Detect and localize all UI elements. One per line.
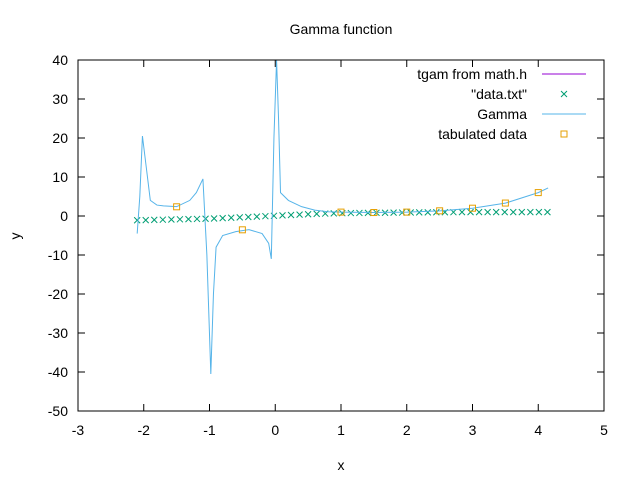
legend-entry: tabulated data	[438, 126, 568, 142]
data-point-x	[475, 208, 483, 216]
y-tick-label: 10	[52, 169, 68, 185]
data-point-x	[262, 212, 269, 220]
data-series	[133, 59, 551, 374]
legend-label: tgam from math.h	[417, 66, 527, 82]
x-tick-label: -1	[203, 422, 216, 438]
tabulated-point	[501, 199, 509, 207]
x-tick-label: 3	[469, 422, 477, 438]
data-point-x	[168, 216, 175, 223]
data-point-x	[492, 208, 500, 216]
data-point-x	[193, 215, 201, 223]
data-point-x	[501, 208, 509, 216]
data-point-x	[287, 211, 295, 219]
data-point-x	[509, 208, 517, 216]
y-tick-label: 20	[52, 130, 68, 146]
chart-title: Gamma function	[290, 21, 393, 37]
data-point-x	[518, 208, 526, 216]
y-tick-label: 40	[52, 52, 68, 68]
data-point-x	[176, 215, 184, 223]
data-point-x	[279, 212, 286, 219]
data-point-x	[415, 209, 423, 216]
data-point-x	[244, 213, 252, 221]
tabulated-point	[238, 226, 246, 234]
data-point-x	[347, 209, 355, 217]
gamma-line	[136, 59, 549, 374]
data-point-x	[313, 210, 321, 218]
x-tick-label: 5	[600, 422, 608, 438]
x-tick-label: 1	[337, 422, 345, 438]
y-tick-label: 0	[60, 208, 68, 224]
data-point-x	[227, 214, 235, 222]
y-tick-label: -50	[48, 403, 68, 419]
data-point-x	[356, 209, 363, 217]
data-point-x	[424, 208, 432, 216]
data-point-x	[458, 208, 466, 216]
data-point-x	[185, 215, 192, 223]
data-point-x	[535, 208, 543, 216]
data-point-x	[253, 213, 261, 220]
legend-entry: Gamma	[477, 106, 586, 122]
y-tick-label: -30	[48, 325, 68, 341]
data-point-x	[484, 208, 491, 216]
data-point-x	[407, 209, 415, 216]
legend-square-swatch	[560, 130, 568, 138]
series-1	[133, 208, 551, 224]
data-point-x	[527, 208, 534, 216]
legend-label: Gamma	[477, 106, 527, 122]
legend: tgam from math.h "data.txt" Gamma tabulated…	[417, 66, 586, 142]
series-3	[173, 189, 542, 234]
data-point-x	[219, 214, 227, 222]
x-tick-label: 4	[534, 422, 542, 438]
x-tick-label: 0	[271, 422, 279, 438]
tabulated-point	[403, 208, 411, 216]
tabulated-point	[534, 189, 542, 197]
tabulated-point	[436, 207, 444, 215]
data-point-x	[150, 216, 158, 224]
data-point-x	[159, 216, 167, 224]
data-point-x	[330, 209, 338, 217]
y-tick-label: 30	[52, 91, 68, 107]
x-tick-label: 2	[403, 422, 411, 438]
x-tick-label: -3	[72, 422, 85, 438]
x-axis-label: x	[338, 457, 345, 473]
data-point-x	[296, 211, 303, 218]
tabulated-point	[337, 208, 345, 216]
y-axis-label: y	[7, 233, 23, 240]
y-tick-label: -20	[48, 286, 68, 302]
legend-entry: "data.txt"	[471, 86, 568, 102]
y-tick-label: -40	[48, 364, 68, 380]
data-point-x	[236, 214, 244, 221]
tabulated-point	[469, 204, 476, 212]
data-point-x	[142, 216, 150, 224]
data-point-x	[210, 215, 218, 222]
data-point-x	[544, 208, 551, 216]
legend-x-swatch	[560, 90, 568, 98]
y-tick-label: -10	[48, 247, 68, 263]
data-point-x	[467, 208, 474, 216]
legend-entry: tgam from math.h	[417, 66, 586, 82]
data-point-x	[202, 215, 209, 223]
data-point-x	[133, 216, 141, 224]
tabulated-point	[370, 209, 378, 217]
tabulated-point	[173, 203, 181, 211]
legend-label: "data.txt"	[471, 86, 527, 102]
series-2	[136, 59, 549, 374]
x-tick-label: -2	[138, 422, 151, 438]
legend-label: tabulated data	[438, 126, 527, 142]
data-point-x	[304, 210, 312, 218]
plot-border	[77, 59, 605, 412]
